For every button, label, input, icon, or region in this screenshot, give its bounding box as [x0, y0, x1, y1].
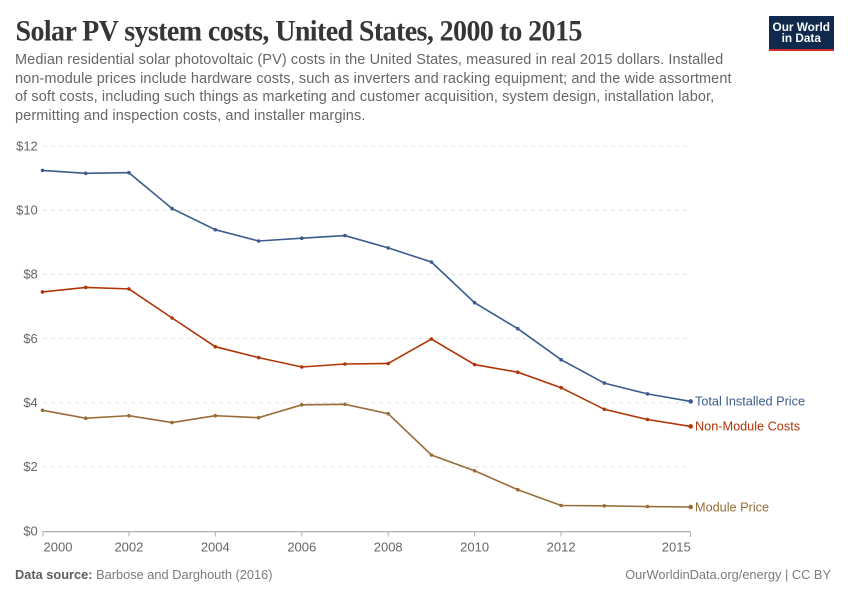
svg-text:Total Installed Price: Total Installed Price [695, 395, 805, 409]
svg-text:2015: 2015 [662, 539, 691, 554]
svg-text:2012: 2012 [547, 539, 576, 554]
svg-text:$8: $8 [23, 267, 37, 282]
svg-text:2002: 2002 [114, 539, 143, 554]
svg-text:Module Price: Module Price [695, 500, 769, 514]
svg-text:2000: 2000 [44, 539, 73, 554]
svg-text:$2: $2 [23, 459, 37, 474]
svg-text:2004: 2004 [201, 539, 230, 554]
svg-text:$0: $0 [23, 523, 37, 538]
svg-text:$10: $10 [16, 203, 38, 218]
svg-text:$6: $6 [23, 331, 37, 346]
svg-text:2006: 2006 [287, 539, 316, 554]
svg-text:2010: 2010 [460, 539, 489, 554]
svg-text:2008: 2008 [374, 539, 403, 554]
svg-text:$4: $4 [23, 395, 37, 410]
svg-text:Non-Module Costs: Non-Module Costs [695, 420, 800, 434]
svg-text:$12: $12 [16, 139, 38, 154]
